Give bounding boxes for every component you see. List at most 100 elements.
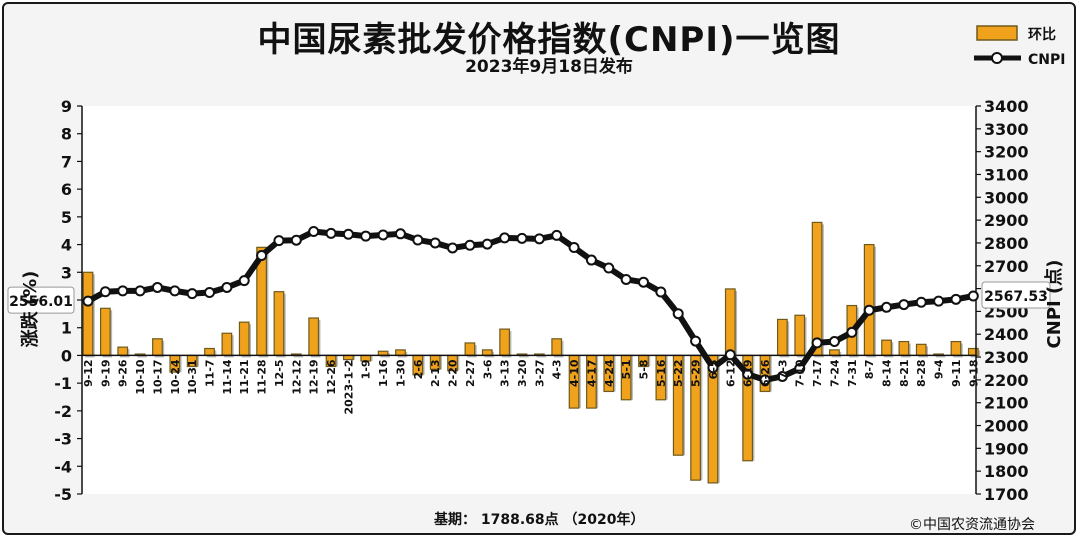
left-tick-label: 5 (61, 208, 72, 227)
left-tick-label: 1 (61, 319, 72, 338)
x-tick-label: 10-31 (186, 359, 199, 394)
x-tick-label: 7-31 (846, 359, 859, 387)
bar (724, 288, 736, 357)
last-value-box (981, 281, 1051, 309)
left-tick-label: 0 (61, 346, 72, 365)
bar (82, 271, 94, 357)
x-tick-label: 12-19 (308, 359, 321, 394)
x-tick-label: 12-12 (290, 359, 303, 394)
left-tick-label: -1 (54, 374, 72, 393)
cnpi-point (204, 286, 216, 298)
x-tick-label: 6-12 (724, 359, 737, 387)
bar (829, 349, 840, 357)
x-tick-label: 1-16 (377, 359, 390, 387)
cnpi-line (86, 228, 974, 383)
cnpi-point (603, 262, 615, 274)
left-tick-label: 9 (61, 97, 72, 116)
x-tick-label: 9-18 (967, 359, 980, 387)
bar (950, 340, 962, 357)
legend-line-marker (991, 52, 1003, 64)
cnpi-point (742, 368, 754, 380)
x-tick-label: 1-30 (394, 359, 407, 387)
cnpi-point (672, 308, 684, 320)
right-tick-label: 2400 (984, 325, 1029, 344)
cnpi-point (464, 239, 476, 251)
cnpi-point (585, 254, 597, 266)
cnpi-point (290, 234, 302, 246)
cnpi-point (273, 235, 285, 247)
bar (99, 307, 111, 357)
right-tick-label: 2100 (984, 394, 1029, 413)
bar (204, 347, 215, 357)
x-tick-label: 5-16 (655, 359, 668, 387)
cnpi-point (412, 234, 424, 246)
bar-series (82, 221, 981, 484)
first-value-box (7, 286, 75, 314)
x-tick-label: 2-20 (447, 359, 460, 387)
bar (221, 332, 233, 357)
x-tick-label: 12-26 (325, 359, 338, 395)
base-period-note: 基期： 1788.68点 （2020年） (434, 512, 645, 528)
cnpi-point (238, 275, 250, 287)
cnpi-point (655, 286, 667, 298)
right-tick-label: 3300 (984, 120, 1029, 139)
left-tick-label: 6 (61, 180, 72, 199)
x-tick-label: 6-26 (759, 359, 772, 387)
right-tick-label: 1800 (984, 462, 1029, 481)
x-tick-label: 2-6 (412, 359, 425, 379)
x-tick-label: 4-24 (603, 359, 616, 387)
x-tick-label: 12-5 (273, 359, 286, 387)
x-tick-label: 10-10 (134, 359, 147, 395)
plot-area (82, 106, 976, 494)
bar (794, 314, 806, 357)
copyright-note: ©中国农资流通协会 (909, 517, 1035, 533)
axes: -5-4-3-2-1012345678917001800190020002100… (54, 97, 1028, 504)
x-tick-label: 11-21 (238, 359, 251, 394)
first-value-label: 2556.01 (9, 294, 73, 310)
x-tick-label: 3-13 (499, 359, 512, 387)
x-tick-label: 9-19 (99, 359, 112, 387)
cnpi-point (429, 237, 441, 249)
x-tick-label: 8-7 (863, 359, 876, 379)
bar-shadow (935, 356, 946, 358)
axis-labels: 9-12 9-19 9-26 10-10 10-17 10-24 10-31 11-7 11-1… (19, 260, 1065, 415)
x-tick-label: 3-6 (481, 359, 494, 379)
cnpi-point (759, 374, 771, 386)
cnpi-point (568, 242, 580, 254)
cnpi-point (898, 299, 910, 311)
cnpi-point (82, 295, 94, 307)
x-tick-label: 11-28 (256, 359, 269, 394)
bar (395, 349, 406, 357)
x-tick-label: 2023-1-2 (342, 359, 355, 414)
cnpi-point (828, 336, 840, 348)
x-tick-label: 5-29 (690, 359, 703, 387)
cnpi-point (690, 335, 702, 347)
cnpi-point (308, 226, 320, 238)
x-tick-label: 6-19 (742, 359, 755, 387)
right-axis-title: CNPI (点) (1043, 260, 1065, 349)
x-tick-label: 4-17 (585, 359, 598, 387)
cnpi-point (99, 286, 111, 298)
x-tick-label: 8-14 (881, 359, 894, 387)
right-tick-label: 2300 (984, 348, 1029, 367)
legend-bar-swatch (976, 25, 1018, 41)
x-tick-label: 1-9 (360, 359, 373, 379)
bar (308, 317, 320, 357)
bar-shadow (293, 356, 304, 358)
bar (863, 243, 875, 357)
chart-title: 中国尿素批发价格指数(CNPI)一览图 (257, 20, 841, 60)
bar (152, 338, 163, 357)
bar (881, 339, 892, 357)
right-tick-label: 3100 (984, 165, 1029, 184)
bar (776, 318, 788, 357)
left-tick-label: 4 (61, 236, 72, 255)
right-tick-label: 3400 (984, 97, 1029, 116)
x-tick-label: 9-4 (933, 359, 946, 379)
x-tick-label: 3-27 (533, 359, 546, 387)
left-tick-label: 7 (61, 152, 72, 171)
bar (915, 343, 927, 357)
cnpi-point (117, 285, 129, 297)
bar (464, 342, 476, 357)
right-tick-label: 2900 (984, 211, 1029, 230)
